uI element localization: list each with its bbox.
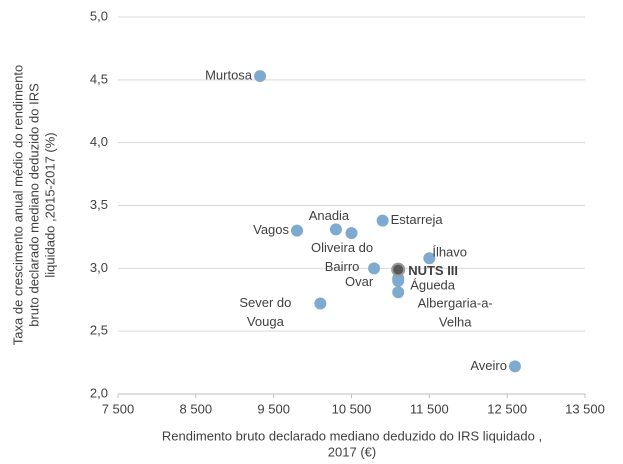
y-tick-label: 2,0 — [90, 385, 108, 400]
point — [392, 274, 405, 287]
point-label: Sever do — [239, 295, 291, 310]
point-label: Velha — [439, 315, 472, 330]
point-label: Vouga — [247, 314, 285, 329]
point-label: Bairro — [325, 259, 360, 274]
y-axis-title: Taxa de crescimento anual médio do rendi… — [10, 65, 25, 345]
x-tick-label: 11 500 — [410, 401, 449, 416]
point-label: Murtosa — [205, 68, 253, 83]
x-tick-label: 12 500 — [487, 401, 527, 416]
y-tick-label: 3,5 — [90, 197, 108, 212]
x-tick-label: 7 500 — [102, 401, 135, 416]
point-label: Oliveira do — [311, 240, 373, 255]
point-label: Ílhavo — [432, 245, 467, 260]
x-axis-title: Rendimento bruto declarado mediano deduz… — [162, 428, 542, 443]
point-label: Águeda — [410, 277, 456, 292]
point-label: NUTS III — [408, 263, 458, 278]
point — [392, 286, 405, 299]
x-tick-label: 10 500 — [332, 401, 372, 416]
point — [368, 262, 381, 275]
x-tick-label: 8 500 — [180, 401, 213, 416]
point — [423, 252, 436, 265]
point-label: Anadia — [309, 208, 350, 223]
point — [508, 360, 521, 373]
point — [291, 224, 304, 237]
point — [376, 214, 389, 227]
y-tick-label: 5,0 — [90, 8, 108, 23]
point-label: Ovar — [345, 274, 374, 289]
x-tick-label: 13 500 — [565, 401, 605, 416]
x-axis-title: 2017 (€) — [328, 444, 376, 459]
point — [345, 227, 358, 240]
point-label: Aveiro — [470, 358, 507, 373]
point — [391, 262, 406, 277]
point — [314, 297, 327, 310]
y-tick-label: 2,5 — [90, 323, 108, 338]
y-axis-title: liquidado ,2015-2017 (%) — [42, 132, 57, 277]
point-label: Estarreja — [391, 212, 444, 227]
point — [329, 223, 342, 236]
point-label: Albergaria-a- — [418, 296, 493, 311]
point — [254, 70, 267, 83]
point-label: Vagos — [253, 222, 289, 237]
x-tick-label: 9 500 — [257, 401, 290, 416]
y-tick-label: 4,5 — [90, 71, 108, 86]
y-axis-title: bruto declarado mediano deduzido do IRS — [26, 83, 41, 327]
y-tick-label: 3,0 — [90, 260, 108, 275]
y-tick-label: 4,0 — [90, 134, 108, 149]
